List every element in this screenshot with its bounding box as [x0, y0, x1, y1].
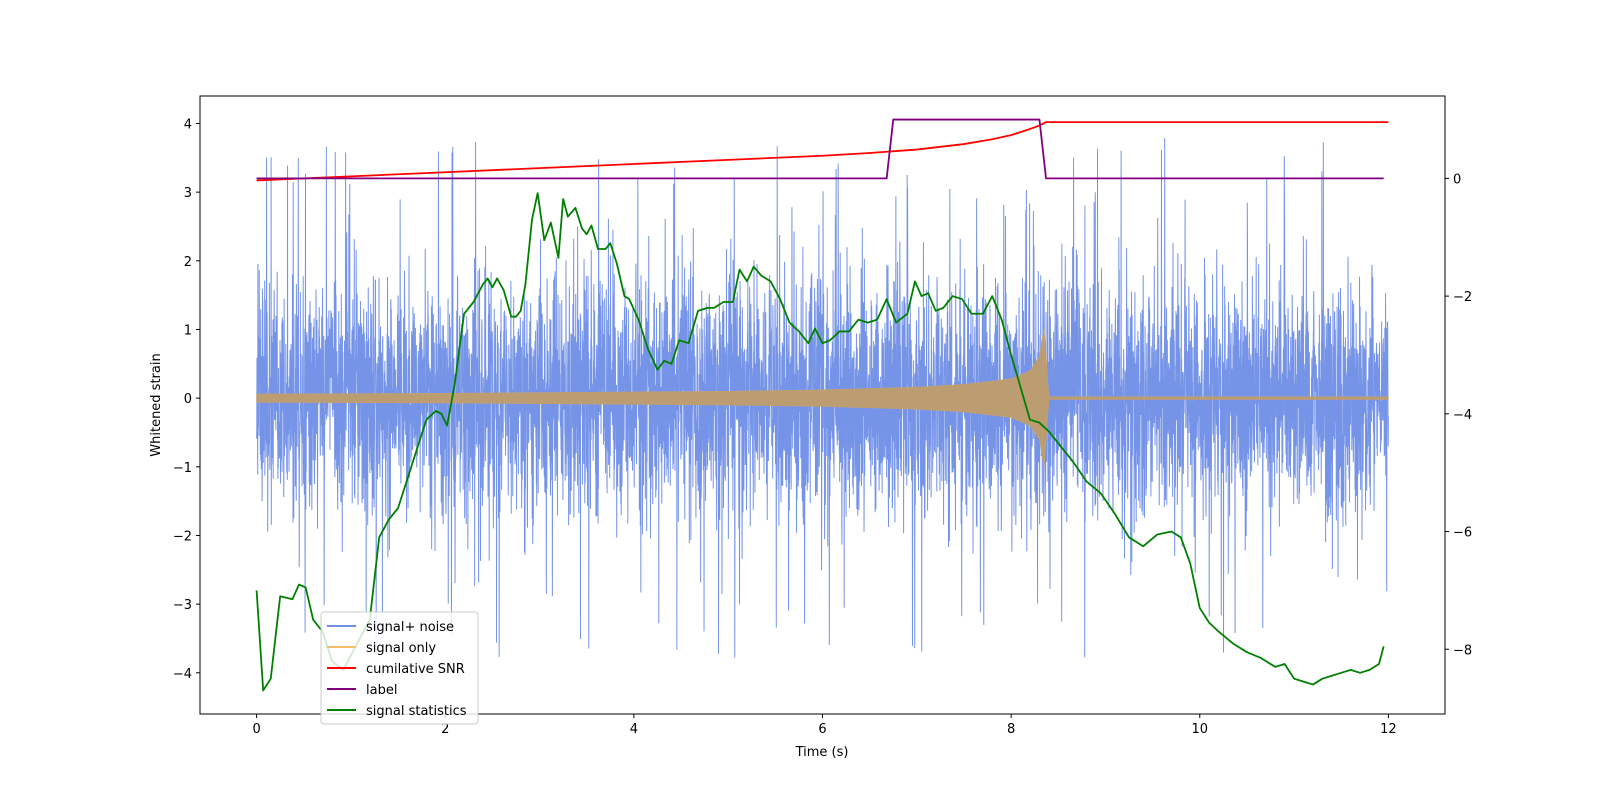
- series-signal-only: [256, 328, 1389, 468]
- y2-tick-label: −4: [1453, 408, 1472, 423]
- y-tick-label: −2: [173, 529, 192, 544]
- y-tick-label: 2: [184, 255, 192, 270]
- legend-label-cumulative-snr: cumilative SNR: [366, 662, 465, 677]
- y-tick-label: −1: [173, 461, 192, 476]
- x-tick-label: 6: [818, 722, 826, 737]
- x-tick-label: 8: [1007, 722, 1015, 737]
- y-tick-label: −3: [173, 598, 192, 613]
- legend-label-signal-statistics: signal statistics: [366, 704, 467, 719]
- series-signal-noise: [256, 138, 1389, 658]
- series-cumulative-snr: [256, 121, 1389, 182]
- legend: signal+ noise signal only cumilative SNR…: [320, 611, 479, 725]
- x-tick-label: 2: [441, 722, 449, 737]
- y-tick-label: 0: [184, 392, 192, 407]
- x-tick-label: 0: [252, 722, 260, 737]
- y-tick-label: 3: [184, 186, 192, 201]
- y-tick-label: 1: [184, 323, 192, 338]
- x-tick-label: 10: [1191, 722, 1208, 737]
- legend-box: [320, 611, 479, 725]
- x-tick-label: 4: [630, 722, 638, 737]
- legend-label-label: label: [366, 683, 397, 698]
- x-axis-label: Time (s): [795, 745, 849, 760]
- series-label: [256, 118, 1384, 180]
- series-signal-statistics: [255, 192, 1385, 692]
- x-tick-label: 12: [1380, 722, 1397, 737]
- y2-tick-label: 0: [1453, 172, 1461, 187]
- y-tick-label: 4: [184, 117, 192, 132]
- y-tick-label: −4: [173, 667, 192, 682]
- y2-tick-label: −8: [1453, 643, 1472, 658]
- legend-label-signal-only: signal only: [366, 641, 436, 656]
- y-axis-label: Whitened strain: [149, 353, 164, 456]
- y2-tick-label: −6: [1453, 526, 1472, 541]
- legend-label-signal-noise: signal+ noise: [366, 620, 454, 635]
- y2-tick-label: −2: [1453, 290, 1472, 305]
